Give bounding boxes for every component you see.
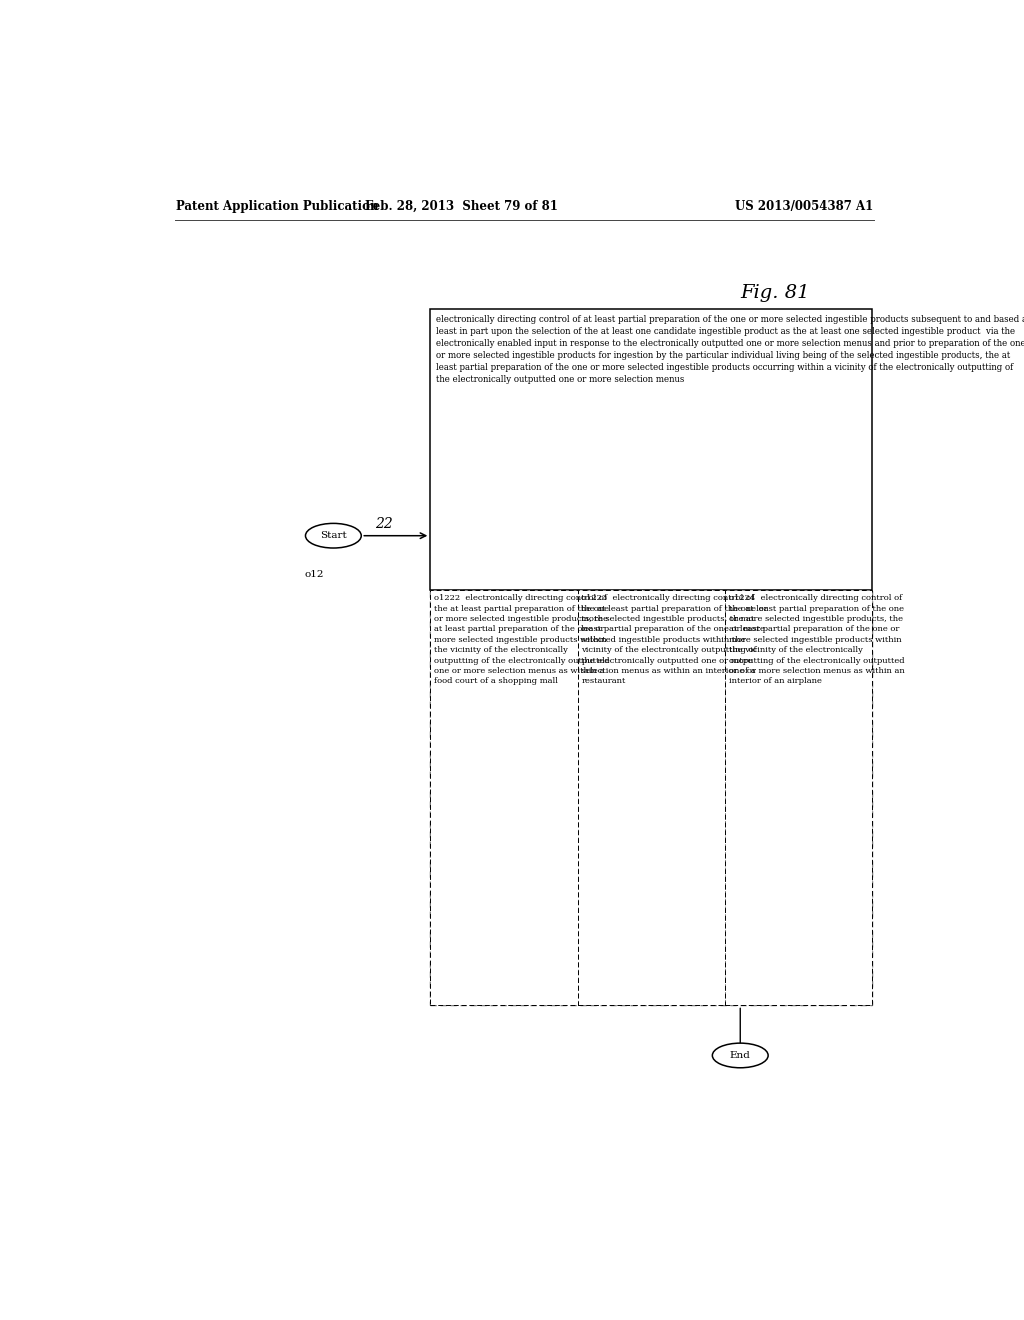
Text: Fig. 81: Fig. 81	[740, 284, 810, 302]
Ellipse shape	[305, 523, 361, 548]
Bar	[430, 590, 872, 1006]
Text: o12: o12	[304, 570, 324, 578]
Text: End: End	[730, 1051, 751, 1060]
Ellipse shape	[713, 1043, 768, 1068]
Text: Patent Application Publication: Patent Application Publication	[176, 199, 379, 213]
Text: o1223  electronically directing control of
the at least partial preparation of t: o1223 electronically directing control o…	[582, 594, 768, 685]
Text: US 2013/0054387 A1: US 2013/0054387 A1	[735, 199, 873, 213]
Text: Start: Start	[319, 531, 347, 540]
Bar	[430, 309, 872, 590]
Text: o1222  electronically directing control of
the at least partial preparation of t: o1222 electronically directing control o…	[434, 594, 609, 685]
Bar	[430, 590, 578, 1006]
Text: Feb. 28, 2013  Sheet 79 of 81: Feb. 28, 2013 Sheet 79 of 81	[365, 199, 558, 213]
Text: electronically directing control of at least partial preparation of the one or m: electronically directing control of at l…	[436, 314, 1024, 384]
Bar	[725, 590, 872, 1006]
Text: o1224  electronically directing control of
the at least partial preparation of t: o1224 electronically directing control o…	[729, 594, 904, 685]
Text: 22: 22	[375, 517, 392, 531]
Bar	[578, 590, 725, 1006]
